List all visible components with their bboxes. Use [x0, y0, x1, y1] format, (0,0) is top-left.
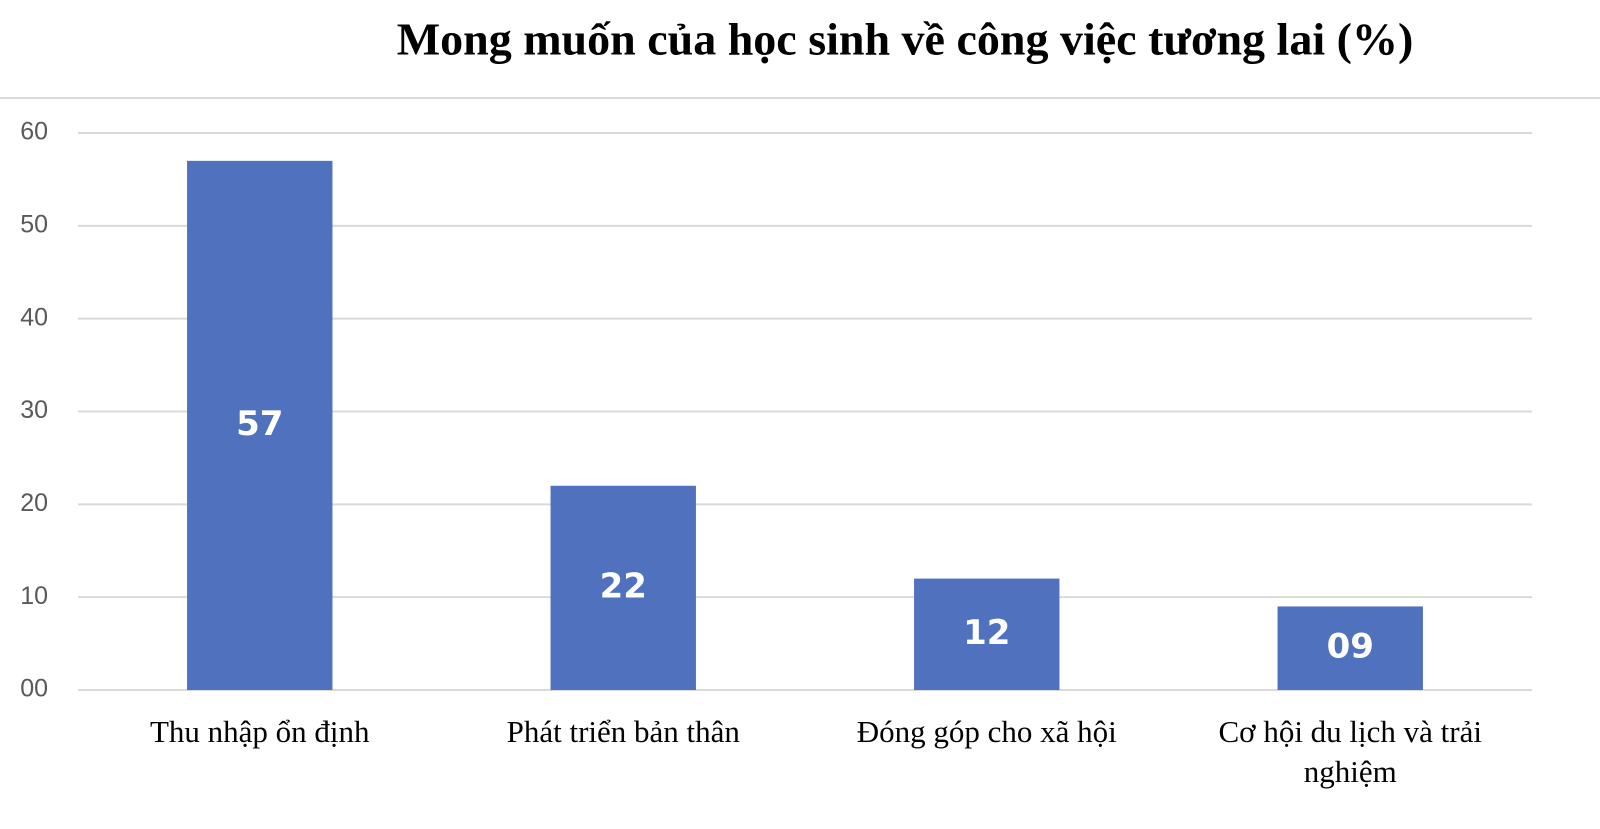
y-tick-label: 10 — [20, 582, 48, 610]
x-tick-label: Phát triển bản thân — [506, 714, 740, 749]
bar — [1277, 606, 1423, 690]
y-tick-label: 40 — [20, 303, 48, 331]
data-label: 57 — [236, 404, 283, 444]
x-tick-label: Thu nhập ổn định — [149, 714, 370, 749]
data-label: 12 — [963, 613, 1010, 653]
y-tick-label: 20 — [20, 489, 48, 517]
bar — [187, 160, 333, 691]
y-tick-label: 50 — [20, 210, 48, 238]
x-tick-label: Đóng góp cho xã hội — [856, 714, 1117, 749]
y-tick-label: 00 — [20, 675, 48, 703]
data-label: 09 — [1327, 627, 1374, 667]
bar — [550, 485, 696, 690]
chart-title: Mong muốn của học sinh về công việc tươn… — [397, 14, 1414, 65]
x-tick-label: Cơ hội du lịch và trải nghiệm — [1218, 714, 1483, 789]
y-tick-label: 30 — [20, 396, 48, 424]
bar — [914, 578, 1060, 690]
data-label: 22 — [600, 566, 647, 606]
y-tick-label: 60 — [20, 118, 48, 146]
